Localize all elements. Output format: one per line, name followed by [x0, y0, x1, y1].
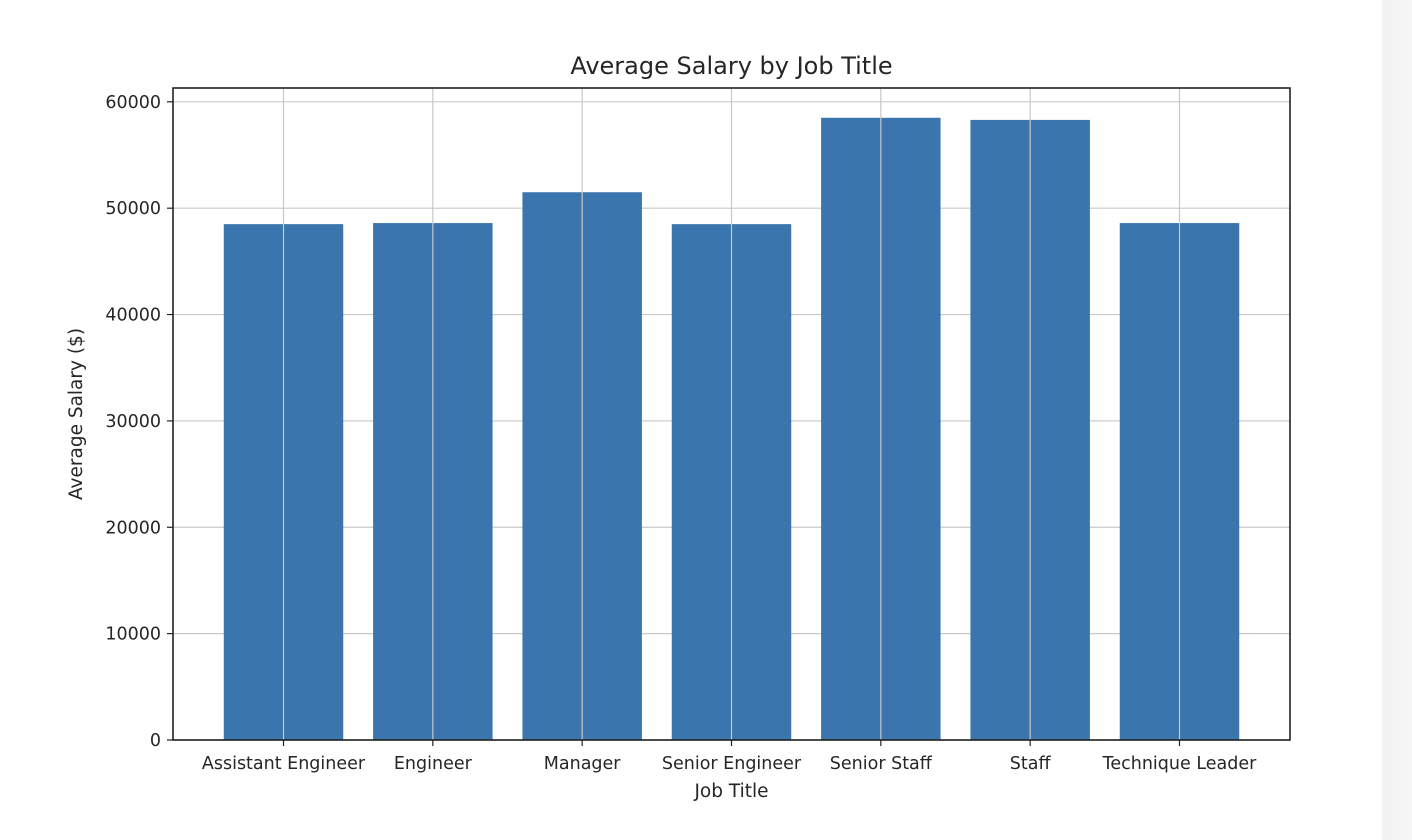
scrollbar-track[interactable] — [1382, 0, 1412, 840]
x-tick-label: Technique Leader — [1102, 754, 1257, 774]
y-tick-label: 50000 — [105, 199, 161, 219]
x-tick-label: Assistant Engineer — [202, 754, 366, 774]
x-axis-label: Job Title — [693, 781, 768, 802]
vertical-grid-lines — [282, 88, 1181, 740]
y-axis-ticks: 0 10000 20000 30000 40000 50000 60000 — [105, 93, 173, 751]
chart-title: Average Salary by Job Title — [570, 52, 892, 80]
y-tick-label: 60000 — [105, 93, 161, 113]
y-axis-label: Average Salary ($) — [66, 328, 87, 500]
x-axis-ticks: Assistant Engineer Engineer Manager Senior … — [202, 740, 1257, 774]
x-tick-label: Senior Engineer — [662, 754, 802, 774]
x-tick-label: Senior Staff — [830, 754, 933, 774]
y-tick-label: 10000 — [105, 625, 161, 645]
bar-chart: 0 10000 20000 30000 40000 50000 60000 Assistan… — [66, 52, 1291, 802]
x-tick-label: Manager — [544, 754, 622, 774]
y-tick-label: 0 — [150, 731, 161, 751]
y-tick-label: 20000 — [105, 518, 161, 538]
y-tick-label: 30000 — [105, 412, 161, 432]
x-tick-label: Staff — [1010, 754, 1052, 774]
x-tick-label: Engineer — [394, 754, 473, 774]
y-tick-label: 40000 — [105, 306, 161, 326]
